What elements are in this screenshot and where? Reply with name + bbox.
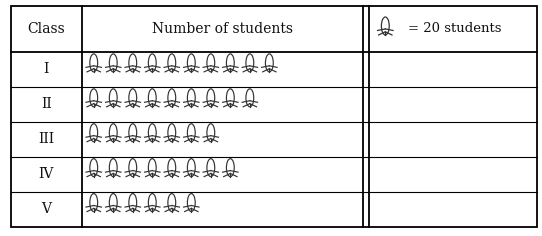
Text: Class: Class	[28, 22, 65, 36]
Text: = 20 students: = 20 students	[408, 22, 501, 35]
Text: III: III	[38, 132, 54, 146]
Text: IV: IV	[38, 167, 54, 181]
Text: II: II	[41, 97, 51, 111]
Text: V: V	[41, 202, 51, 216]
Text: Number of students: Number of students	[152, 22, 293, 36]
Text: I: I	[44, 62, 49, 76]
